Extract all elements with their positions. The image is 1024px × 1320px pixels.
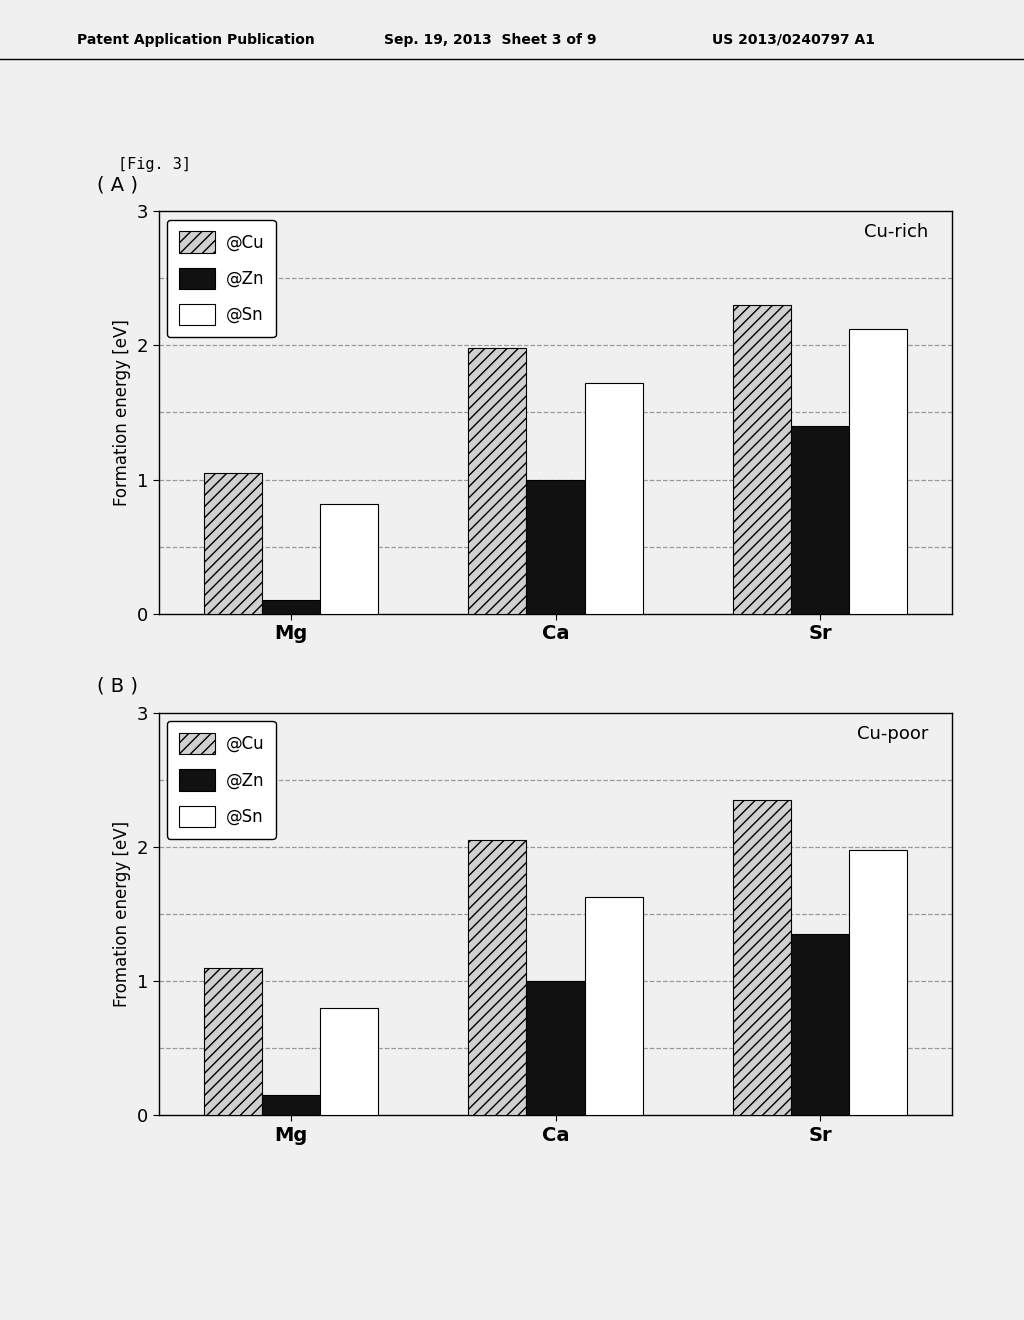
Legend: @Cu, @Zn, @Sn: @Cu, @Zn, @Sn	[167, 219, 275, 337]
Text: ( B ): ( B )	[97, 677, 138, 696]
Text: [Fig. 3]: [Fig. 3]	[118, 157, 190, 172]
Bar	[733, 800, 791, 1115]
Y-axis label: Fromation energy [eV]: Fromation energy [eV]	[114, 821, 131, 1007]
Bar	[526, 479, 585, 614]
Bar	[204, 473, 262, 614]
Bar	[321, 1008, 378, 1115]
Bar	[585, 896, 643, 1115]
Bar	[849, 329, 907, 614]
Bar	[468, 348, 526, 614]
Bar	[262, 601, 321, 614]
Bar	[791, 426, 849, 614]
Bar	[321, 504, 378, 614]
Bar	[849, 850, 907, 1115]
Bar	[204, 968, 262, 1115]
Bar	[468, 841, 526, 1115]
Text: US 2013/0240797 A1: US 2013/0240797 A1	[712, 33, 874, 46]
Bar	[262, 1096, 321, 1115]
Text: Cu-rich: Cu-rich	[864, 223, 929, 242]
Y-axis label: Formation energy [eV]: Formation energy [eV]	[114, 319, 131, 506]
Text: ( A ): ( A )	[97, 176, 138, 194]
Bar	[585, 383, 643, 614]
Text: Cu-poor: Cu-poor	[857, 725, 929, 743]
Text: Sep. 19, 2013  Sheet 3 of 9: Sep. 19, 2013 Sheet 3 of 9	[384, 33, 597, 46]
Text: Patent Application Publication: Patent Application Publication	[77, 33, 314, 46]
Bar	[791, 935, 849, 1115]
Bar	[733, 305, 791, 614]
Bar	[526, 981, 585, 1115]
Legend: @Cu, @Zn, @Sn: @Cu, @Zn, @Sn	[167, 721, 275, 838]
